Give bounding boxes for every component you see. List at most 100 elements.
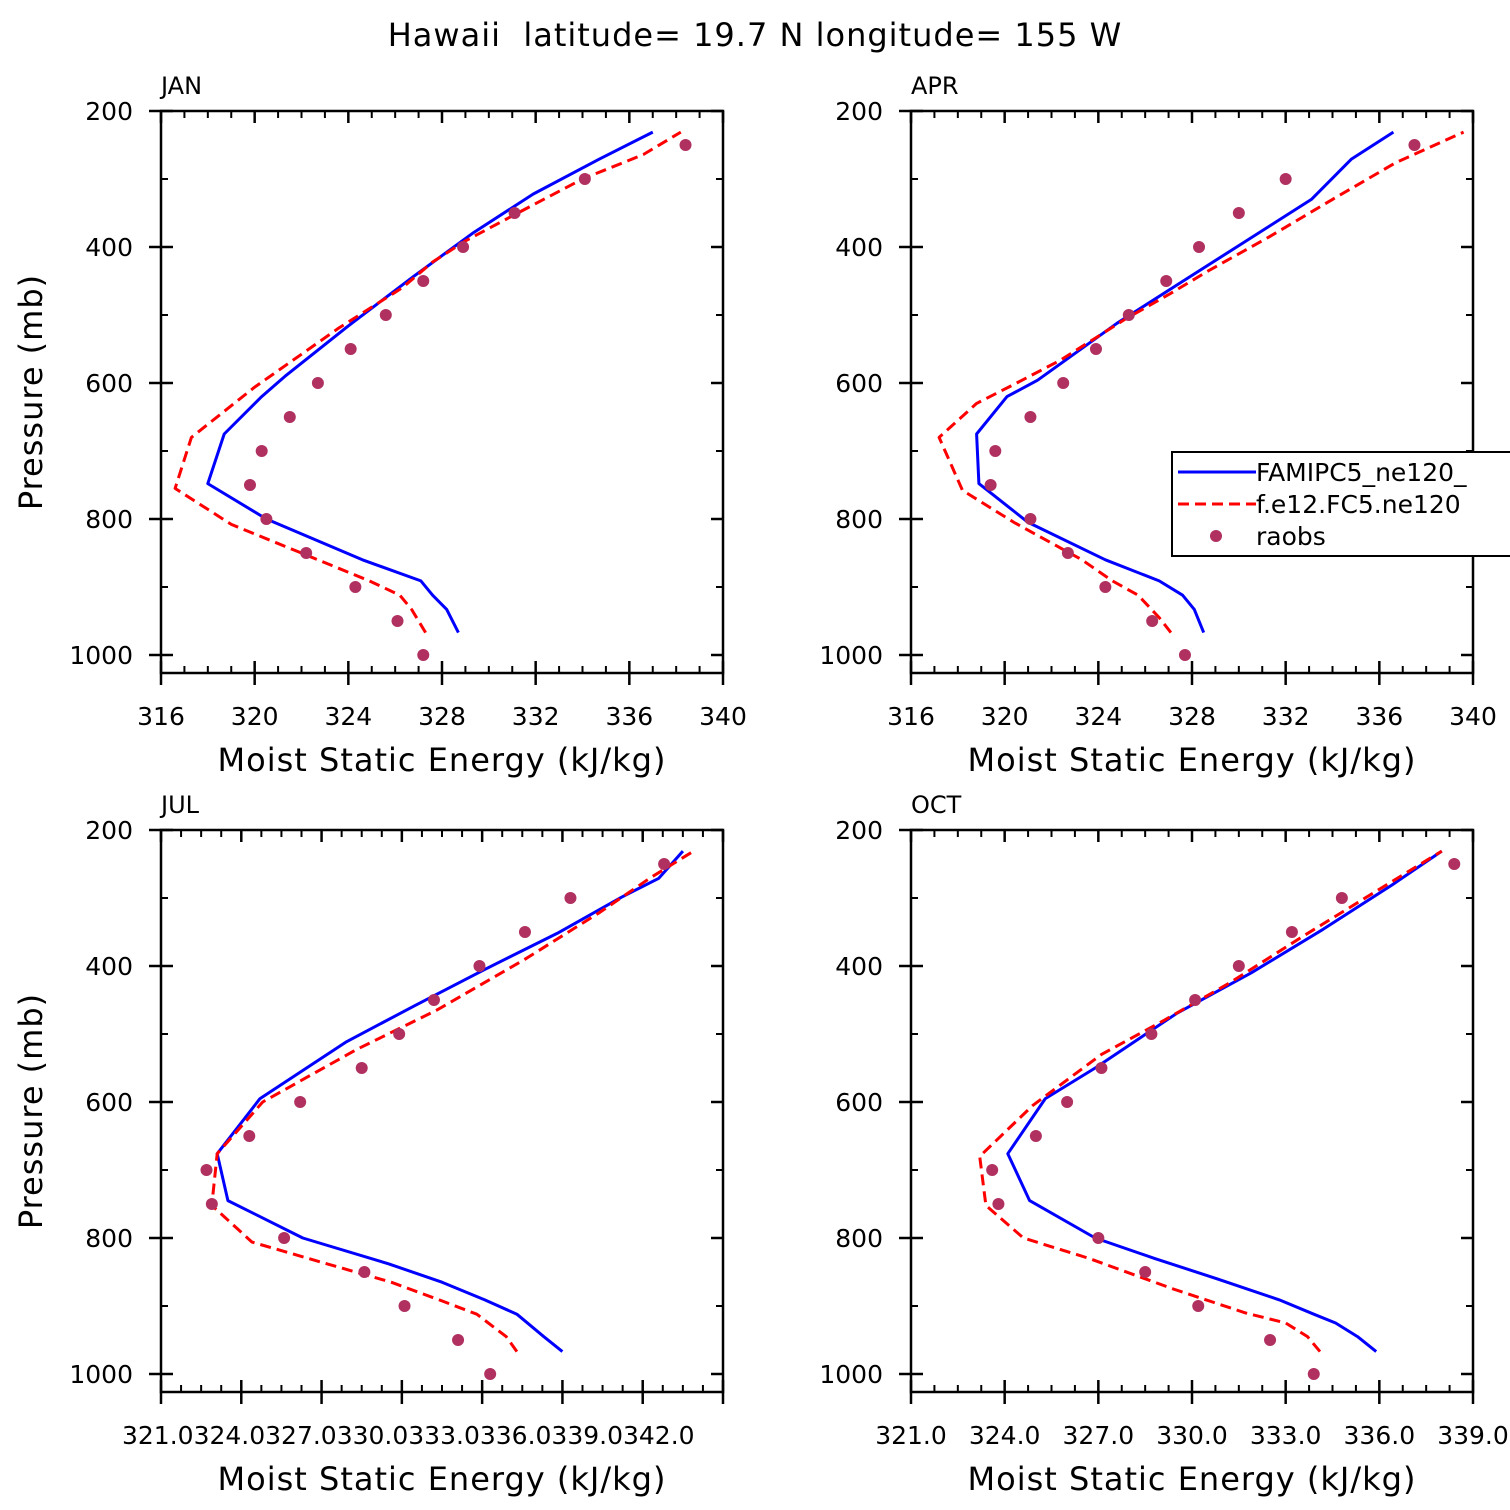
raobs-marker: [1122, 309, 1135, 321]
x-tick-label: 330.0: [1156, 1421, 1228, 1450]
raobs-marker: [473, 960, 486, 972]
raobs-marker: [398, 1300, 411, 1312]
x-tick-label: 327.0: [1063, 1421, 1135, 1450]
raobs-marker: [452, 1334, 465, 1346]
raobs-marker: [283, 411, 296, 423]
raobs-marker: [255, 445, 268, 457]
panel-title: JAN: [159, 72, 202, 100]
y-tick-label: 400: [85, 233, 133, 262]
x-tick-label: 336.0: [1344, 1421, 1416, 1450]
raobs-marker: [358, 1266, 371, 1278]
raobs-marker: [1408, 139, 1421, 151]
raobs-marker: [379, 309, 392, 321]
raobs-marker: [1178, 649, 1191, 661]
x-tick-label: 340: [1449, 702, 1497, 731]
raobs-marker: [1264, 1334, 1277, 1346]
fc5-dashed-line: [173, 130, 682, 634]
x-tick-label: 328: [1168, 702, 1216, 731]
panel-jan: JAN 1000 800 600 400 200 316 320 324 328 332 336 340…: [12, 72, 747, 779]
raobs-marker: [457, 241, 470, 253]
y-tick-label: 600: [85, 369, 133, 398]
raobs-marker: [1057, 377, 1070, 389]
fc5-dashed-line: [210, 849, 695, 1353]
x-tick-label: 316: [887, 702, 935, 731]
y-tick-label: 200: [835, 816, 883, 845]
x-tick-label: 324: [324, 702, 372, 731]
raobs-marker: [986, 1164, 999, 1176]
raobs-marker: [1279, 173, 1292, 185]
y-tick-label: 600: [835, 369, 883, 398]
raobs-marker: [427, 994, 440, 1006]
x-tick-label: 316: [137, 702, 185, 731]
raobs-marker: [391, 615, 404, 627]
x-axis-title: Moist Static Energy (kJ/kg): [218, 741, 667, 779]
raobs-marker: [1146, 615, 1159, 627]
y-tick-label: 200: [85, 97, 133, 126]
raobs-marker: [1089, 343, 1102, 355]
raobs-marker: [417, 649, 430, 661]
raobs-marker: [1092, 1232, 1105, 1244]
x-tick-label: 328: [418, 702, 466, 731]
famipc5-solid-line: [206, 130, 654, 634]
legend: FAMIPC5_ne120_ f.e12.FC5.ne120 raobs: [1171, 451, 1510, 557]
figure-title: Hawaii latitude= 19.7 N longitude= 155 W: [388, 16, 1123, 54]
x-tick-label: 324.0: [969, 1421, 1041, 1450]
panel-title: OCT: [911, 791, 962, 819]
raobs-marker: [984, 479, 997, 491]
raobs-marker: [205, 1198, 218, 1210]
panel-jul: JUL 1000 800 600 400 200 321.0324.0327.0330.03…: [12, 791, 725, 1498]
raobs-marker: [989, 445, 1002, 457]
x-tick-label: 332: [1262, 702, 1310, 731]
famipc5-solid-line: [215, 850, 685, 1353]
raobs-marker: [300, 547, 313, 559]
x-tick-label: 332: [512, 702, 560, 731]
legend-label: f.e12.FC5.ne120: [1256, 490, 1461, 519]
plot-frame: [159, 828, 725, 1394]
legend-box: [1171, 451, 1510, 557]
raobs-marker: [1448, 858, 1461, 870]
raobs-marker: [355, 1062, 368, 1074]
x-tick-label: 320: [981, 702, 1029, 731]
y-tick-label: 600: [835, 1088, 883, 1117]
y-tick-label: 400: [85, 952, 133, 981]
x-tick-label: 336: [605, 702, 653, 731]
panel-apr: APR 1000 800 600 400 200 316 320 324 328 332 336 340…: [819, 72, 1496, 779]
x-tick-label: 324: [1074, 702, 1122, 731]
x-axis-title: Moist Static Energy (kJ/kg): [968, 1460, 1417, 1498]
y-tick-label: 1000: [69, 641, 133, 670]
raobs-marker: [1285, 926, 1298, 938]
raobs-marker: [260, 513, 273, 525]
y-tick-label: 600: [85, 1088, 133, 1117]
x-tick-label: 333.0: [1250, 1421, 1322, 1450]
plot-frame: [909, 109, 1475, 675]
y-tick-label: 1000: [69, 1360, 133, 1389]
y-tick-label: 200: [835, 97, 883, 126]
raobs-marker: [294, 1096, 307, 1108]
legend-marker: [1210, 530, 1222, 542]
raobs-marker: [1061, 547, 1074, 559]
raobs-marker: [1232, 960, 1245, 972]
raobs-marker: [1193, 241, 1206, 253]
raobs-marker: [393, 1028, 406, 1040]
x-axis-title: Moist Static Energy (kJ/kg): [218, 1460, 667, 1498]
panel-title: APR: [911, 72, 959, 100]
raobs-marker: [658, 858, 671, 870]
raobs-marker: [1024, 411, 1037, 423]
x-tick-label: 336: [1355, 702, 1403, 731]
plot-frame: [909, 828, 1475, 1394]
raobs-marker: [679, 139, 692, 151]
x-tick-label: 340: [699, 702, 747, 731]
y-tick-label: 1000: [819, 641, 883, 670]
x-axis-title: Moist Static Energy (kJ/kg): [968, 741, 1417, 779]
raobs-marker: [243, 479, 256, 491]
y-tick-label: 800: [85, 505, 133, 534]
raobs-marker: [518, 926, 531, 938]
y-tick-label: 800: [835, 1224, 883, 1253]
raobs-marker: [311, 377, 324, 389]
y-tick-label: 400: [835, 952, 883, 981]
legend-label: raobs: [1256, 522, 1326, 551]
raobs-marker: [1095, 1062, 1108, 1074]
legend-label: FAMIPC5_ne120_: [1256, 458, 1467, 487]
raobs-marker: [578, 173, 591, 185]
raobs-marker: [1024, 513, 1037, 525]
